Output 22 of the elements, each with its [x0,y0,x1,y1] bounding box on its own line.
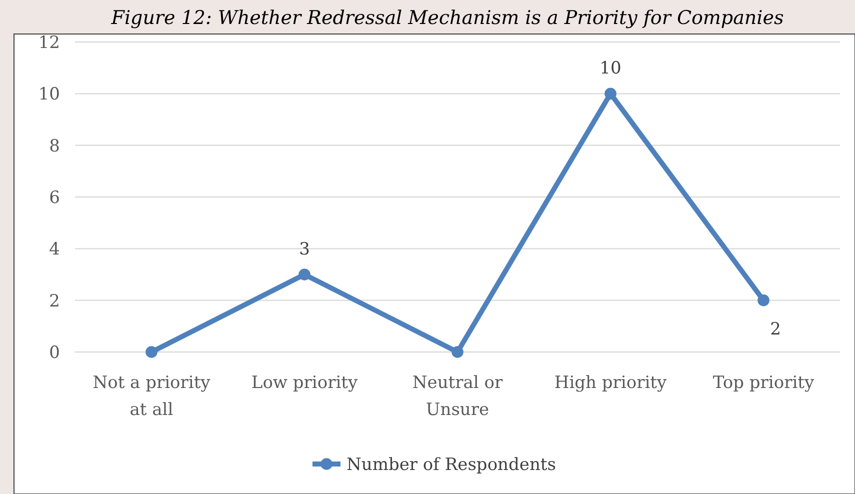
y-tick-label: 12 [38,33,60,53]
data-label: 2 [770,319,781,340]
point [758,294,770,306]
y-tick-label: 4 [49,240,60,260]
y-tick-label: 10 [38,84,60,105]
x-tick-label: High priority [554,373,667,393]
point [452,346,464,358]
point [604,88,616,100]
x-tick-label: Top priority [712,373,814,393]
x-tick-label: Low priority [251,373,358,393]
point [298,268,310,280]
data-label: 10 [600,58,622,79]
legend-label: Number of Respondents [346,455,556,475]
chart-title: Figure 12: Whether Redressal Mechanism is a Priority for Companies [110,7,784,29]
x-tick-label: Not a priority at all [92,373,211,420]
y-tick-label: 8 [49,136,60,156]
x-tick-label: Neutral or Unsure [412,373,504,420]
y-tick-label: 2 [49,291,60,312]
y-tick-label: 6 [49,188,60,208]
point [146,346,158,358]
y-tick-label: 0 [49,343,60,363]
data-label: 3 [299,240,310,260]
